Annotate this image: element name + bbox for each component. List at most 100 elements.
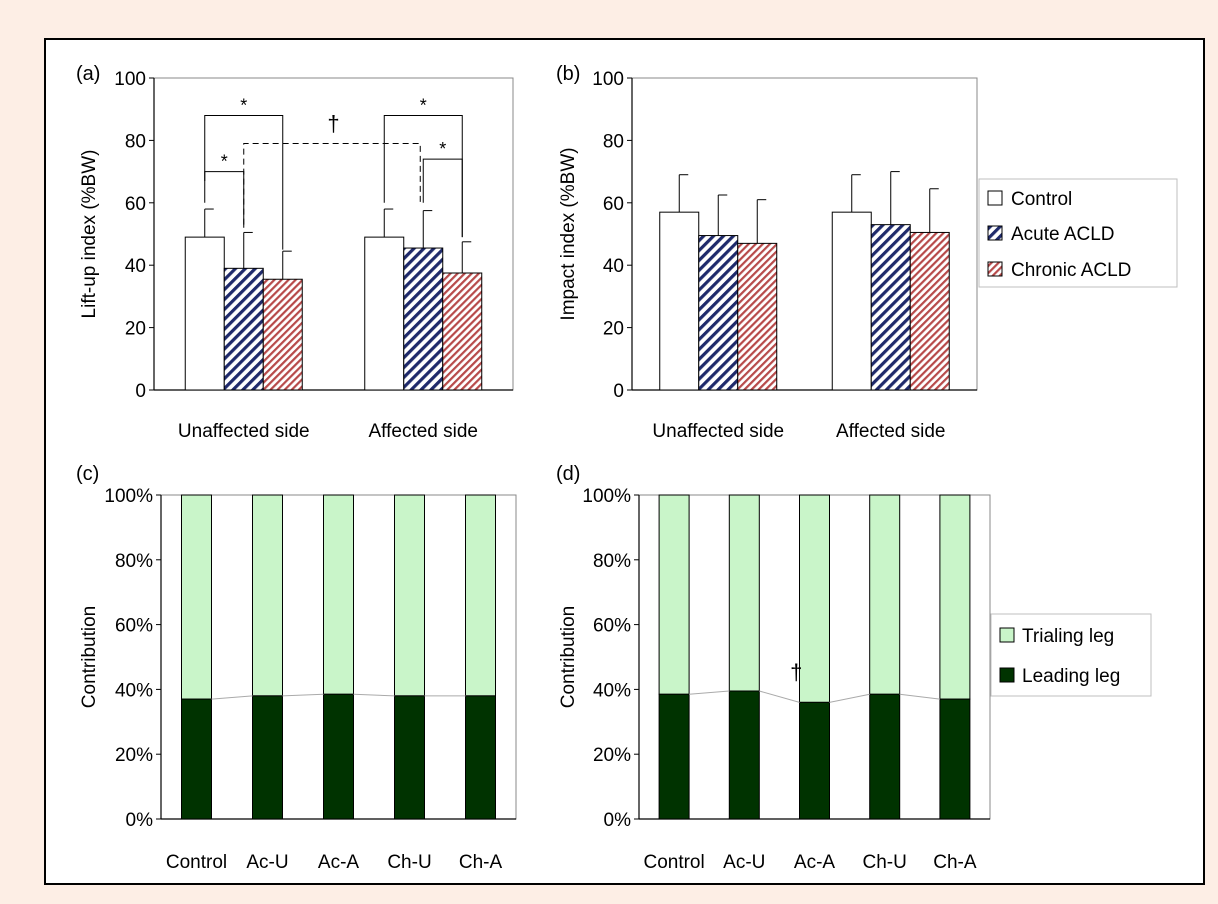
category-label: Unaffected side: [178, 421, 310, 442]
bar-trialing: [869, 494, 901, 695]
significance-star: *: [240, 95, 247, 115]
panel-label: (c): [76, 463, 99, 485]
bar-trialing: [465, 494, 496, 697]
category-label: Ch-U: [387, 852, 431, 873]
bar-leading: [658, 693, 690, 820]
significance-dagger: †: [327, 111, 339, 136]
y-tick-label: 0%: [126, 810, 154, 831]
y-axis-title: Contribution: [558, 606, 579, 708]
y-tick-label: 80%: [593, 551, 631, 572]
y-axis-title: Lift-up index (%BW): [79, 150, 100, 319]
panel-label: (a): [76, 63, 100, 85]
y-tick-label: 60%: [593, 616, 631, 637]
series-connector: [689, 690, 730, 695]
panel-label: (b): [556, 63, 580, 85]
y-tick-label: 80: [603, 131, 624, 152]
bar-trialing: [799, 494, 830, 703]
bar: [184, 236, 225, 391]
category-label: Ac-A: [318, 852, 360, 873]
legend-swatch-trialing: [999, 627, 1015, 643]
bar: [659, 211, 700, 391]
bar: [223, 267, 264, 391]
y-tick-label: 60: [125, 194, 146, 215]
bar: [737, 242, 778, 391]
bar-leading: [252, 695, 283, 820]
y-tick-label: 20%: [593, 745, 631, 766]
y-tick-label: 0: [613, 381, 624, 402]
y-tick-label: 40: [125, 256, 146, 277]
panel-b: (b) 0 20 40 60 80 100 Impact index (%BW) Unaffec…: [556, 63, 978, 442]
category-label: Control: [643, 852, 704, 873]
legend-label-acute: Acute ACLD: [1011, 224, 1115, 245]
significance-bracket: [204, 171, 245, 228]
y-tick-label: 20: [125, 319, 146, 340]
legend-bar: Control Acute ACLD Chronic ACLD: [978, 178, 1178, 288]
series-connector: [759, 690, 800, 703]
y-tick-label: 40: [603, 256, 624, 277]
bar: [364, 236, 405, 391]
bar: [870, 224, 911, 391]
category-label: Ch-A: [459, 852, 503, 873]
y-axis-title: Impact index (%BW): [558, 147, 579, 320]
category-label: Ch-U: [863, 852, 907, 873]
bar-leading: [465, 695, 496, 820]
bar-trialing: [323, 494, 354, 695]
bar-trialing: [252, 494, 283, 697]
y-axis-title: Contribution: [79, 606, 100, 708]
y-tick-label: 40%: [593, 680, 631, 701]
legend-swatch-leading: [999, 667, 1015, 683]
dashed-bracket: [243, 143, 421, 225]
series-connector: [211, 695, 253, 700]
legend-swatch-acute: [987, 225, 1003, 241]
significance-star: *: [420, 95, 427, 115]
y-tick-label: 0%: [604, 810, 632, 831]
significance-bracket: [422, 158, 463, 238]
significance-bracket: [204, 114, 284, 250]
figure: Control Acute ACLD Chronic ACLD Trialing…: [44, 38, 1205, 885]
y-tick-label: 100: [114, 69, 146, 90]
bar-trialing: [939, 494, 971, 700]
y-tick-label: 20: [603, 319, 624, 340]
legend-label-leading: Leading leg: [1022, 666, 1120, 687]
bar: [262, 278, 303, 391]
series-connector: [829, 693, 870, 703]
panel-c: (c) 0% 20% 40% 60% 80% 100% Contribution Control…: [76, 463, 517, 873]
y-tick-label: 20%: [115, 745, 153, 766]
category-label: Ch-A: [933, 852, 977, 873]
y-tick-label: 80: [125, 131, 146, 152]
panel-label: (d): [556, 463, 580, 485]
y-tick-label: 40%: [115, 680, 153, 701]
category-label: Affected side: [836, 421, 946, 442]
figure-svg: Control Acute ACLD Chronic ACLD Trialing…: [76, 63, 1178, 873]
category-label: Control: [166, 852, 227, 873]
bar: [698, 235, 739, 391]
bar-leading: [323, 693, 354, 820]
y-tick-label: 100%: [104, 486, 153, 507]
bar-leading: [728, 690, 760, 820]
bar-leading: [181, 698, 212, 820]
bar-leading: [394, 695, 425, 820]
series-connector: [353, 693, 395, 697]
y-tick-label: 60%: [115, 616, 153, 637]
bar: [909, 231, 950, 391]
y-tick-label: 100%: [582, 486, 631, 507]
bar: [403, 247, 444, 391]
significance-star: *: [439, 139, 446, 159]
series-connector: [899, 693, 940, 700]
significance-star: *: [221, 152, 228, 172]
bar-trialing: [728, 494, 760, 692]
legend-label-chronic: Chronic ACLD: [1011, 260, 1131, 281]
legend-stack: Trialing leg Leading leg: [990, 613, 1152, 697]
panel-d: (d) 0% 20% 40% 60% 80% 100% Contribution Control…: [556, 463, 991, 873]
bar-leading: [939, 698, 971, 820]
panel-a: (a) 0 20 40 60 80 100 Lift-up index (%BW) Unaffe…: [76, 63, 514, 442]
legend-label-control: Control: [1011, 189, 1072, 210]
category-label: Affected side: [368, 421, 478, 442]
category-label: Unaffected side: [652, 421, 784, 442]
bar-leading: [799, 701, 830, 820]
y-tick-label: 100: [592, 69, 624, 90]
bar: [831, 211, 872, 391]
legend-label-trialing: Trialing leg: [1022, 626, 1114, 647]
legend-swatch-chronic: [987, 261, 1003, 277]
bar-leading: [869, 693, 901, 820]
